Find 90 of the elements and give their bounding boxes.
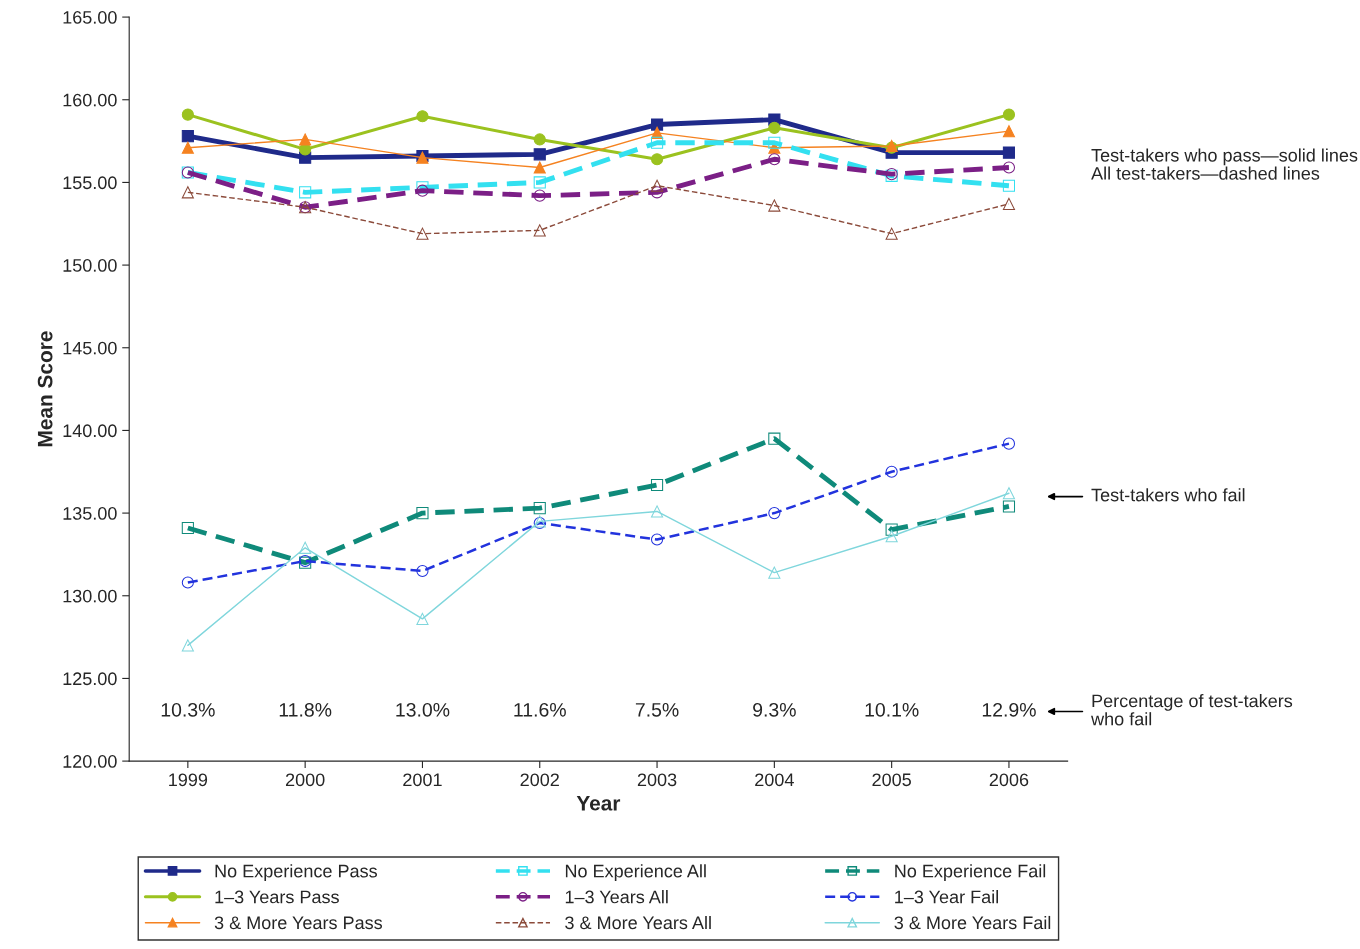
y-tick-label: 135.00 <box>63 507 117 520</box>
point <box>1002 500 1016 513</box>
legend-label: 3 & More Years All <box>565 915 711 930</box>
point <box>181 576 194 589</box>
x-tick-label: 2002 <box>520 773 559 787</box>
annotation: 10.3% <box>161 702 215 717</box>
y-axis-title: Mean Score <box>37 331 53 447</box>
point <box>1002 437 1016 450</box>
point <box>885 465 898 478</box>
point <box>416 612 429 625</box>
x-tick-label: 1999 <box>169 773 208 787</box>
y-tick-label: 120.00 <box>63 755 117 768</box>
annotation: 7.5% <box>635 703 679 717</box>
point <box>533 189 546 202</box>
y-tick-label: 140.00 <box>63 424 117 438</box>
point <box>1002 161 1016 174</box>
legend-label: 1–3 Years All <box>565 890 668 904</box>
y-tick-label: 155.00 <box>63 176 117 190</box>
point <box>181 521 194 535</box>
point <box>768 199 781 212</box>
point <box>885 227 898 240</box>
point <box>650 186 664 199</box>
point <box>416 564 429 578</box>
point <box>1002 108 1016 121</box>
y-tick-label: 150.00 <box>63 259 117 272</box>
annotation: 13.0% <box>396 702 450 717</box>
y-tick-label: 125.00 <box>63 672 117 686</box>
point <box>768 121 781 134</box>
point <box>416 110 429 123</box>
point <box>768 432 781 445</box>
x-tick-label: 2003 <box>637 773 677 787</box>
y-tick-label: 165.00 <box>63 11 117 24</box>
point <box>768 507 781 520</box>
legend-label: 3 & More Years Fail <box>894 915 1051 930</box>
annotation: 11.8% <box>279 702 332 717</box>
point <box>533 502 546 515</box>
point <box>650 179 664 192</box>
text: Test-takers who pass—solid lines All test-takers—dashed lines <box>1091 148 1358 180</box>
x-tick-label: 2000 <box>285 773 325 787</box>
text: Test-takers who fail <box>1091 488 1245 502</box>
point <box>533 176 546 189</box>
annotation: 9.3% <box>753 702 796 717</box>
legend-label: 3 & More Years Pass <box>214 916 383 930</box>
point <box>650 478 664 492</box>
text: Percentage of test-takers who fail <box>1091 694 1293 726</box>
point <box>885 530 898 543</box>
y-tick-label: 160.00 <box>63 93 117 107</box>
point <box>181 141 194 154</box>
point <box>1002 125 1016 138</box>
point <box>1002 179 1016 192</box>
x-axis-title: Year <box>576 796 621 811</box>
legend-label: 1–3 Years Pass <box>215 890 339 904</box>
point <box>1002 146 1016 159</box>
x-tick-label: 2006 <box>989 773 1029 787</box>
legend-label: 1–3 Year Fail <box>895 890 998 904</box>
point <box>299 133 312 146</box>
x-tick-label: 2005 <box>872 773 911 787</box>
point <box>181 130 194 143</box>
point <box>416 507 429 520</box>
y-tick-label: 145.00 <box>63 341 117 355</box>
x-tick-label: 2001 <box>403 773 442 787</box>
point <box>1002 487 1016 500</box>
point <box>885 523 898 536</box>
legend-label: No Experience All <box>565 864 706 882</box>
point <box>181 186 194 199</box>
point <box>533 224 546 237</box>
point <box>650 153 664 166</box>
point <box>650 505 664 518</box>
point <box>650 136 664 149</box>
point <box>416 227 429 240</box>
annotation: 12.9% <box>982 702 1036 717</box>
point <box>768 566 781 579</box>
point <box>650 118 664 131</box>
point <box>299 541 312 554</box>
point <box>533 133 546 146</box>
point <box>533 161 546 174</box>
point <box>533 148 546 161</box>
annotation: 10.1% <box>865 702 919 717</box>
legend-label: No Experience Pass <box>215 864 377 882</box>
y-tick-label: 130.00 <box>63 589 117 603</box>
point <box>768 136 781 149</box>
point <box>181 639 194 652</box>
point <box>768 153 781 166</box>
legend-label: No Experience Fail <box>895 864 1046 882</box>
point <box>650 533 664 546</box>
point <box>181 108 194 121</box>
annotation: 11.6% <box>514 702 566 717</box>
point <box>299 186 312 199</box>
x-tick-label: 2004 <box>755 773 794 787</box>
point <box>1002 197 1016 210</box>
